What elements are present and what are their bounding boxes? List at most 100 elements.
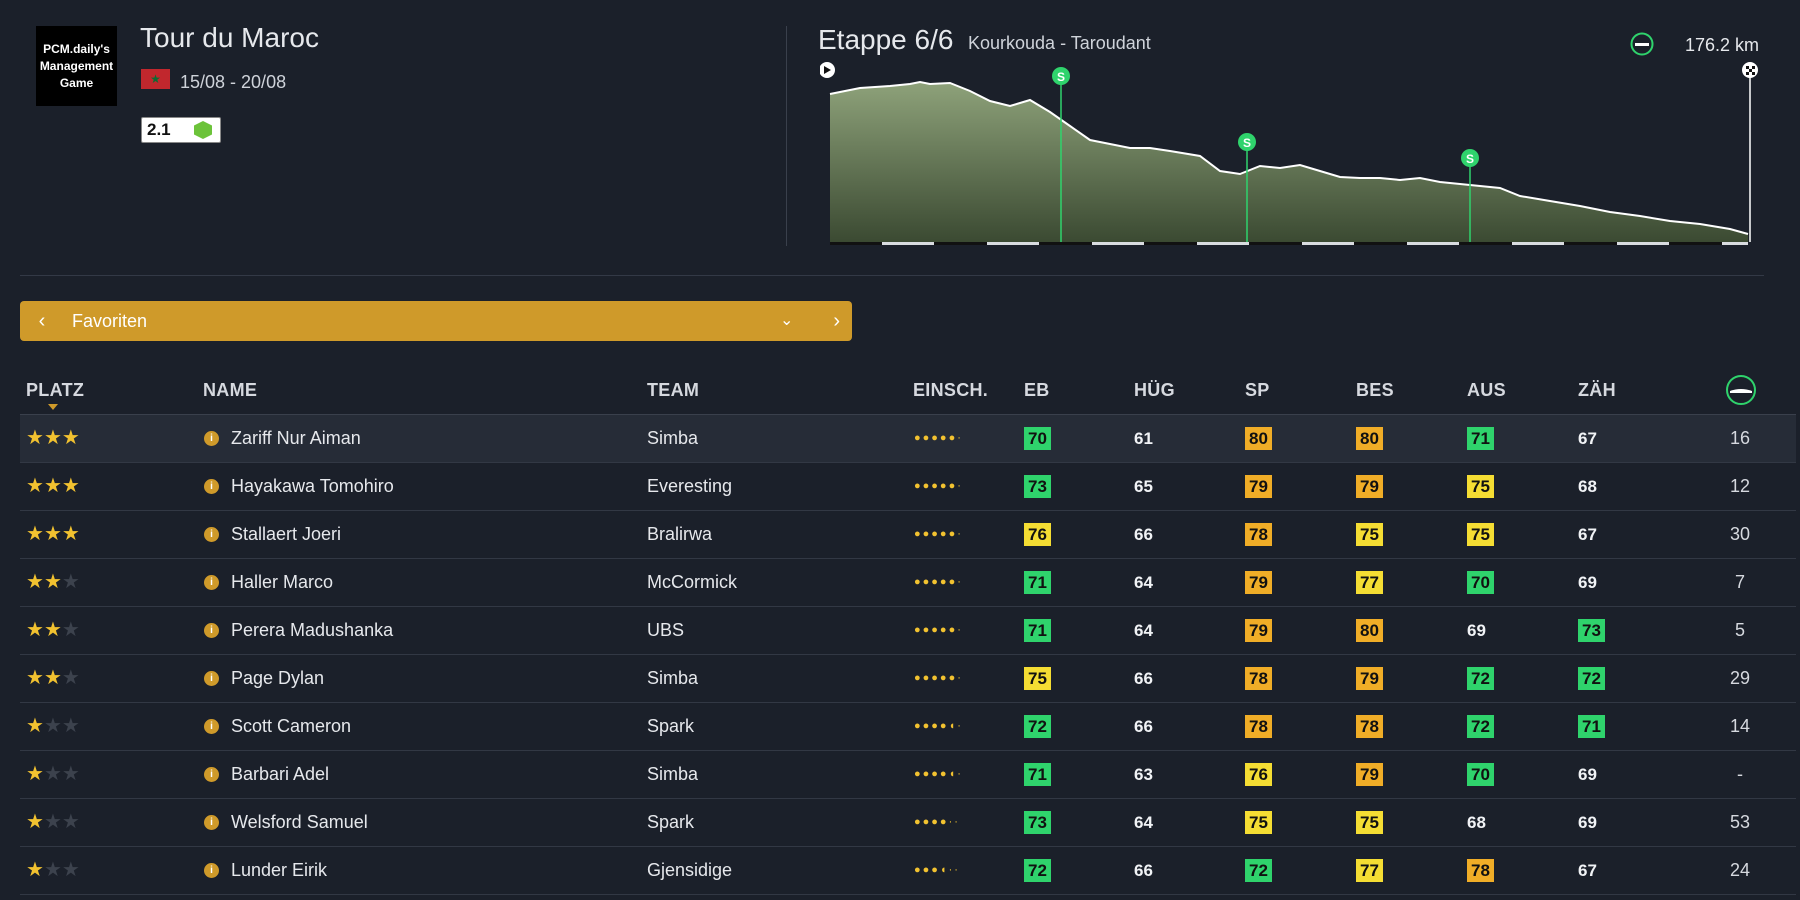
star-icon: ★ xyxy=(26,859,44,881)
stat-value-aus: 78 xyxy=(1467,859,1494,882)
distance-column-icon[interactable] xyxy=(1725,374,1757,406)
table-row[interactable]: ★★★ i Zariff Nur Aiman Simba ●●●●●· 70 61 80 80 7… xyxy=(20,415,1796,463)
sprint-icon[interactable]: S xyxy=(1461,149,1479,167)
rider-name[interactable]: Barbari Adel xyxy=(231,764,330,784)
table-row[interactable]: ★★★ i Scott Cameron Spark ●●●●◖· 72 66 78 78 72 71… xyxy=(20,703,1796,751)
rider-name[interactable]: Page Dylan xyxy=(231,668,325,688)
rider-team[interactable]: Simba xyxy=(647,668,699,688)
rider-team[interactable]: Spark xyxy=(647,716,695,736)
column-header-aus[interactable]: AUS xyxy=(1467,380,1506,400)
table-row[interactable]: ★★★ i Haller Marco McCormick ●●●●●· 71 64 79 77 7… xyxy=(20,559,1796,607)
column-header-bes[interactable]: BES xyxy=(1356,380,1394,400)
stat-cell-aus: 69 xyxy=(1467,607,1486,654)
info-icon[interactable]: i xyxy=(204,623,219,638)
table-row[interactable]: ★★★ i Welsford Samuel Spark ●●●●·· 73 64 75 75 68… xyxy=(20,799,1796,847)
rider-name[interactable]: Haller Marco xyxy=(231,572,334,592)
info-icon[interactable]: i xyxy=(204,767,219,782)
stat-cell-eb: 72 xyxy=(1024,703,1051,750)
rider-name[interactable]: Lunder Eirik xyxy=(231,860,328,880)
column-header-einsch[interactable]: EINSCH. xyxy=(913,380,989,400)
rider-team[interactable]: Bralirwa xyxy=(647,524,713,544)
rider-name[interactable]: Zariff Nur Aiman xyxy=(231,428,361,448)
game-logo: PCM.daily's Management Game xyxy=(36,26,117,106)
rider-team[interactable]: McCormick xyxy=(647,572,737,592)
column-header-team[interactable]: TEAM xyxy=(647,380,700,400)
info-icon[interactable]: i xyxy=(204,815,219,830)
form-rating: ●●●●●· xyxy=(914,624,963,636)
table-row[interactable]: ★★★ i Barbari Adel Simba ●●●●◖· 71 63 76 79 70 69- xyxy=(20,751,1796,799)
table-row[interactable]: ★★★ i Stallaert Joeri Bralirwa ●●●●●· 76 66 78 7… xyxy=(20,511,1796,559)
stat-value-aus: 70 xyxy=(1467,763,1494,786)
favorite-rating: ★★★ xyxy=(26,511,80,558)
table-row[interactable]: ★★★ i Hayakawa Tomohiro Everesting ●●●●●· 73 6… xyxy=(20,463,1796,511)
stat-value-bes: 75 xyxy=(1356,523,1383,546)
star-icon: ★ xyxy=(61,571,80,593)
stage-rank: 24 xyxy=(1729,860,1751,880)
table-row[interactable]: ★★★ i Lunder Eirik Gjensidige ●●●◖·· 72 66 72 77… xyxy=(20,847,1796,895)
stat-cell-hug: 66 xyxy=(1134,703,1153,750)
form-rating: ●●●◖·· xyxy=(914,864,960,876)
stat-cell-bes: 79 xyxy=(1356,655,1383,702)
info-icon[interactable]: i xyxy=(204,863,219,878)
info-icon[interactable]: i xyxy=(204,575,219,590)
stat-cell-eb: 71 xyxy=(1024,607,1051,654)
column-header-eb[interactable]: EB xyxy=(1024,380,1050,400)
stat-value-eb: 75 xyxy=(1024,667,1051,690)
stat-value-bes: 77 xyxy=(1356,571,1383,594)
stat-cell-zah: 67 xyxy=(1578,847,1597,894)
column-header-sp[interactable]: SP xyxy=(1245,380,1270,400)
chevron-right-icon[interactable]: › xyxy=(833,310,840,332)
chevron-down-icon[interactable]: ⌄ xyxy=(780,312,794,329)
stat-cell-hug: 63 xyxy=(1134,751,1153,798)
form-rating: ●●●●·· xyxy=(914,816,960,828)
column-header-hug[interactable]: HÜG xyxy=(1134,380,1175,400)
rider-team[interactable]: Everesting xyxy=(647,476,733,496)
logo-line: Management xyxy=(39,58,114,73)
stat-cell-sp: 80 xyxy=(1245,415,1272,462)
star-icon: ★ xyxy=(26,811,44,833)
sprint-icon[interactable]: S xyxy=(1052,67,1070,85)
rider-team[interactable]: Simba xyxy=(647,428,699,448)
stat-cell-bes: 79 xyxy=(1356,751,1383,798)
table-row[interactable]: ★★★ i Perera Madushanka UBS ●●●●●· 71 64 79 80 69… xyxy=(20,607,1796,655)
column-header-platz[interactable]: PLATZ xyxy=(26,380,85,400)
sort-desc-icon xyxy=(48,404,58,410)
info-icon[interactable]: i xyxy=(204,479,219,494)
info-icon[interactable]: i xyxy=(204,719,219,734)
stage-rank: 29 xyxy=(1729,668,1751,688)
stage-profile[interactable]: S S S xyxy=(820,56,1760,246)
star-icon: ★ xyxy=(43,811,62,833)
rider-name[interactable]: Welsford Samuel xyxy=(231,812,368,832)
stat-value-hug: 64 xyxy=(1134,621,1153,640)
info-icon[interactable]: i xyxy=(204,671,219,686)
section-divider xyxy=(20,275,1764,276)
rider-team[interactable]: UBS xyxy=(647,620,685,640)
stat-cell-hug: 66 xyxy=(1134,655,1153,702)
info-icon[interactable]: i xyxy=(204,527,219,542)
race-dates: 15/08 - 20/08 xyxy=(180,72,287,92)
column-header-name[interactable]: NAME xyxy=(203,380,258,400)
rider-team[interactable]: Spark xyxy=(647,812,695,832)
stat-cell-sp: 76 xyxy=(1245,751,1272,798)
stat-cell-hug: 64 xyxy=(1134,607,1153,654)
rider-name[interactable]: Perera Madushanka xyxy=(231,620,394,640)
rider-team[interactable]: Gjensidige xyxy=(647,860,733,880)
stat-value-sp: 79 xyxy=(1245,571,1272,594)
rider-name[interactable]: Stallaert Joeri xyxy=(231,524,342,544)
info-icon[interactable]: i xyxy=(204,431,219,446)
rider-name[interactable]: Hayakawa Tomohiro xyxy=(231,476,394,496)
hexagon-icon xyxy=(194,121,212,139)
column-header-zah[interactable]: ZÄH xyxy=(1578,380,1616,400)
favorite-rating: ★★★ xyxy=(26,559,80,606)
sprint-icon[interactable]: S xyxy=(1238,133,1256,151)
star-icon: ★ xyxy=(43,523,62,545)
chevron-left-icon[interactable]: ‹ xyxy=(38,310,46,332)
rider-team[interactable]: Simba xyxy=(647,764,699,784)
star-icon: ★ xyxy=(61,619,80,641)
stat-cell-eb: 76 xyxy=(1024,511,1051,558)
stat-value-hug: 63 xyxy=(1134,765,1153,784)
group-selector[interactable]: ‹ Favoriten ⌄ › xyxy=(20,301,852,341)
table-row[interactable]: ★★★ i Page Dylan Simba ●●●●●· 75 66 78 79 72 72 29 xyxy=(20,655,1796,703)
rider-name[interactable]: Scott Cameron xyxy=(231,716,352,736)
stat-cell-aus: 75 xyxy=(1467,511,1494,558)
